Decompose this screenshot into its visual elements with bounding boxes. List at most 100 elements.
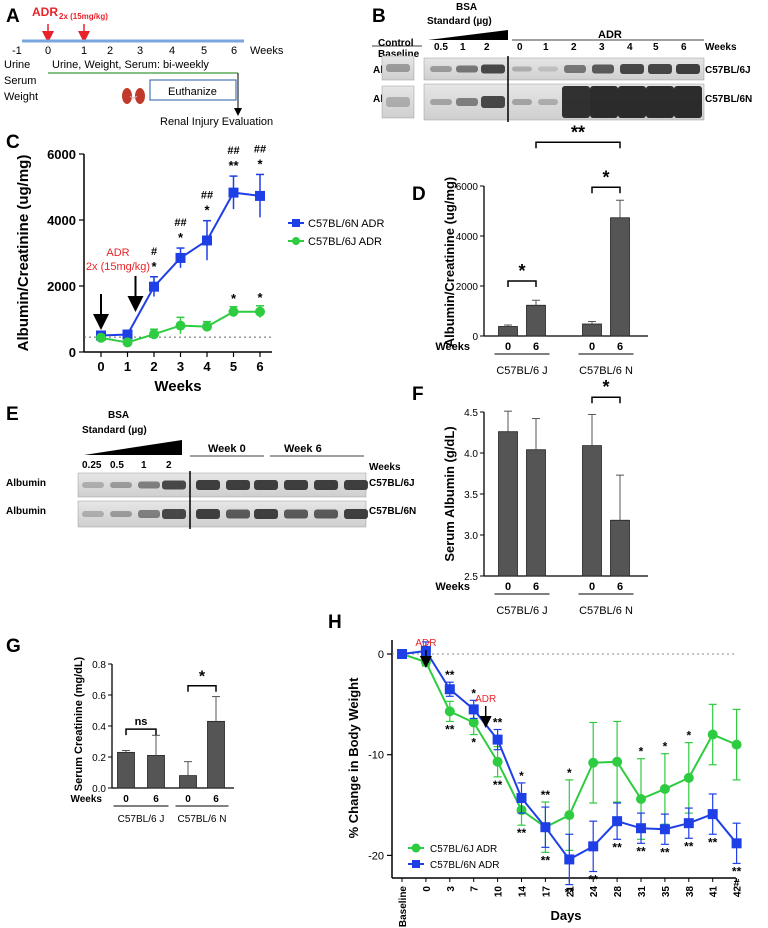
week-value-b: 1 xyxy=(543,42,549,53)
renal-injury-text: Renal Injury Evaluation xyxy=(160,116,273,128)
panel-label-d: D xyxy=(412,184,426,205)
bar-y-tick-label: 0.2 xyxy=(92,753,106,764)
h-legend-marker-blue xyxy=(412,860,420,868)
h-sig-below: ** xyxy=(636,844,646,858)
strain-label-e2: C57BL/6N xyxy=(369,506,416,517)
h-sig-above: * xyxy=(663,740,668,754)
h-sig-above: * xyxy=(639,745,644,759)
c-point xyxy=(175,252,186,263)
c-legend-label-blue: C57BL/6N ADR xyxy=(308,218,384,230)
gel-band xyxy=(620,64,644,74)
bsa-value-b: 1 xyxy=(460,42,466,53)
c-sig-star: * xyxy=(151,259,157,274)
h-point xyxy=(636,823,646,834)
h-sig-below: ** xyxy=(684,839,694,853)
bar-group-label: C57BL/6 J xyxy=(496,605,547,617)
bsa-standard: Standard (µg) xyxy=(427,16,492,27)
sig-bracket xyxy=(187,684,217,692)
kidney-icon xyxy=(122,88,145,104)
panel-label-g: G xyxy=(6,636,21,657)
bar-weeks-label: Weeks xyxy=(70,794,102,805)
gel-band xyxy=(82,511,104,517)
c-y-tick-label: 0 xyxy=(69,345,76,360)
h-point xyxy=(444,684,455,695)
h-point xyxy=(731,838,742,849)
c-x-tick-label: 1 xyxy=(124,359,131,374)
c-y-tick-label: 2000 xyxy=(47,279,76,294)
gel-band xyxy=(138,510,160,518)
bar-x-tick-label: 6 xyxy=(533,341,539,353)
row-serum: Serum xyxy=(4,75,36,87)
control-label: Control xyxy=(378,38,414,49)
bar-x-tick-label: 0 xyxy=(505,581,511,593)
c-legend-marker-blue xyxy=(292,219,300,227)
week-tick-a: 6 xyxy=(231,45,237,57)
h-point xyxy=(659,783,670,794)
panel-label-c: C xyxy=(6,132,20,153)
bar xyxy=(498,326,518,337)
bar-x-tick-label: 6 xyxy=(617,581,623,593)
h-sig-above: * xyxy=(567,766,572,780)
week-value-b: 2 xyxy=(571,42,577,53)
bar-y-tick-label: 4.5 xyxy=(464,408,478,419)
bsa-standard-e: Standard (µg) xyxy=(82,425,147,436)
c-point xyxy=(122,337,133,348)
panel-label-a: A xyxy=(6,6,20,27)
bar-group-label: C57BL/6 N xyxy=(579,605,633,617)
gel-band xyxy=(254,480,278,490)
bar xyxy=(610,519,630,577)
h-sig-below: * xyxy=(471,736,476,750)
gel-band xyxy=(110,511,132,517)
h-sig-below: ** xyxy=(445,722,455,736)
bar-x-tick-label: 6 xyxy=(153,794,159,805)
week-value-b: 5 xyxy=(653,42,659,53)
h-point xyxy=(636,794,646,805)
sig-label: ** xyxy=(571,122,585,142)
bar-x-tick-label: 0 xyxy=(505,341,511,353)
bsa-value-e: 0.5 xyxy=(110,460,124,471)
bar-y-tick-label: 2.5 xyxy=(464,572,478,583)
week-tick-a: 1 xyxy=(81,45,87,57)
gel-band xyxy=(344,509,368,519)
gel-band xyxy=(618,86,646,118)
h-x-tick-label: Baseline xyxy=(398,886,409,928)
weeks-axis-label: Weeks xyxy=(250,45,284,57)
gel-band xyxy=(481,64,505,74)
gel-band xyxy=(562,86,590,118)
gel-band xyxy=(82,482,104,488)
h-sig-above: ** xyxy=(493,716,503,730)
c-point xyxy=(228,306,239,317)
gel-band xyxy=(226,480,250,490)
gel-band xyxy=(676,64,700,74)
h-adr-label-2: ADR xyxy=(475,694,496,705)
c-point xyxy=(202,235,212,246)
h-y-label: % Change in Body Weight xyxy=(346,677,361,838)
c-adr-dose: 2x (15mg/kg) xyxy=(86,261,150,273)
gel-band xyxy=(284,480,308,490)
bi-weekly-text: Urine, Weight, Serum: bi-weekly xyxy=(52,59,209,71)
gel-band xyxy=(430,99,452,105)
bar-y-tick-label: 0.0 xyxy=(92,784,106,795)
bsa-title: BSA xyxy=(456,2,477,13)
bar-group-label: C57BL/6 N xyxy=(178,814,227,825)
c-legend-marker-green xyxy=(292,237,300,245)
h-sig-below: ** xyxy=(708,835,718,849)
c-point xyxy=(255,190,265,201)
c-x-tick-label: 6 xyxy=(256,359,263,374)
euthanize-box xyxy=(149,79,237,101)
c-point xyxy=(149,329,159,340)
h-x-tick-label: 14 xyxy=(518,886,529,898)
bar xyxy=(498,431,518,577)
gel-band xyxy=(456,98,478,106)
h-point xyxy=(659,824,670,835)
gel-band xyxy=(284,509,308,519)
h-point xyxy=(516,793,527,804)
strain-label-b1: C57BL/6J xyxy=(705,65,751,76)
h-x-tick-label: 41 xyxy=(709,886,720,898)
bar-y-tick-label: 0.6 xyxy=(92,691,106,702)
gel-band xyxy=(162,480,186,490)
c-sig-star-green: * xyxy=(231,291,237,306)
c-x-tick-label: 4 xyxy=(203,359,211,374)
c-sig-star: * xyxy=(178,230,184,245)
